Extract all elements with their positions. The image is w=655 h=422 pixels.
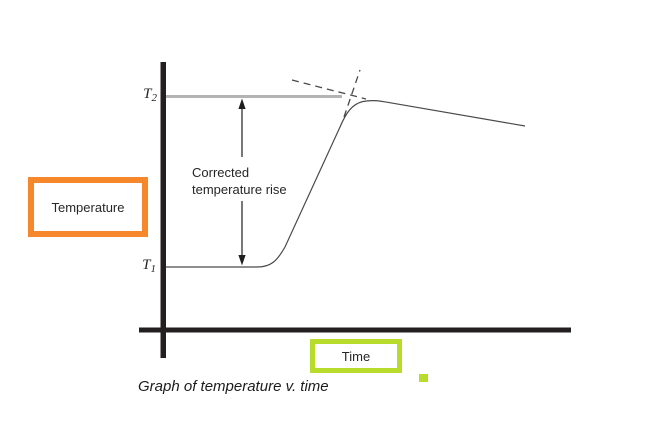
y-axis-label: Temperature <box>51 199 125 215</box>
arrowhead-down-icon <box>238 255 246 266</box>
figure-caption: Graph of temperature v. time <box>138 378 329 395</box>
y-axis-label-highlight-box: Temperature <box>28 177 148 237</box>
corrected-rise-annotation-line2: temperature rise <box>192 182 287 197</box>
t1-tick-label: T1 <box>130 257 156 275</box>
x-axis-label: Time <box>341 348 371 364</box>
arrowhead-up-icon <box>238 98 246 109</box>
x-axis <box>139 327 571 333</box>
t2-subscript: 2 <box>151 92 158 104</box>
heating-extrapolation-dashed-line <box>343 69 361 118</box>
corrected-rise-annotation-line1: Corrected <box>192 165 250 180</box>
t1-symbol: T <box>142 257 151 273</box>
y-axis <box>160 62 166 358</box>
corrected-rise-double-arrow <box>238 98 246 266</box>
temperature-curve <box>166 99 526 268</box>
x-axis-label-highlight-box: Time <box>310 339 402 373</box>
green-marker-square <box>419 374 428 382</box>
cooling-extrapolation-dashed-line <box>291 79 367 100</box>
t2-tick-label: T2 <box>131 86 157 104</box>
t1-subscript: 1 <box>150 263 157 275</box>
corrected-rise-annotation: Corrected temperature rise <box>192 164 322 198</box>
t2-symbol: T <box>143 86 152 102</box>
